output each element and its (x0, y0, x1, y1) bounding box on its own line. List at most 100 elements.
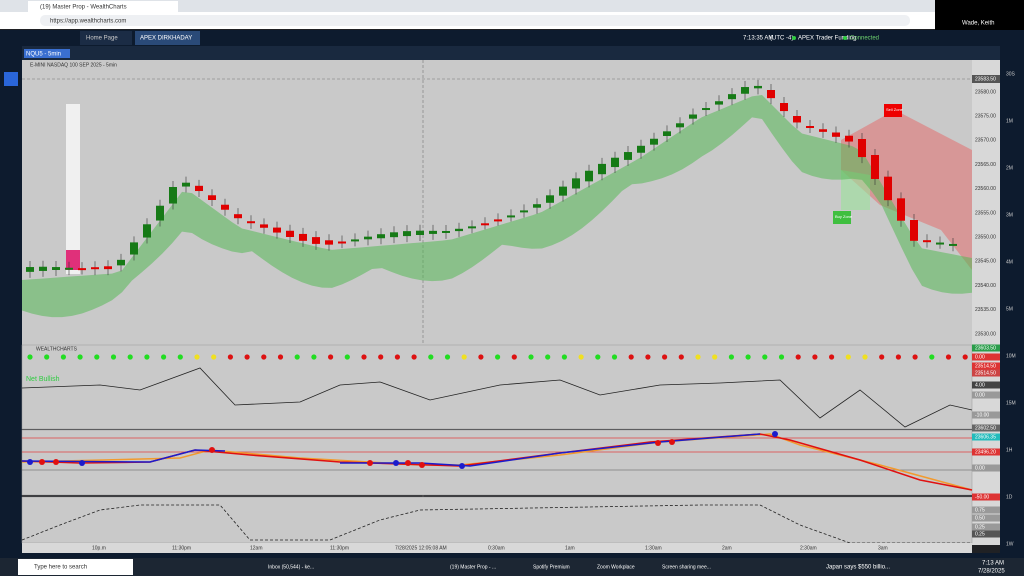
candle (156, 205, 164, 221)
signal-dot (411, 354, 417, 360)
candle (247, 221, 255, 224)
trend-dot (79, 460, 85, 466)
candle (845, 135, 853, 142)
signal-dot (778, 354, 785, 360)
status: Connected (850, 36, 879, 42)
trend-dot (772, 431, 778, 437)
candle (650, 138, 658, 145)
value-label: 4.00 (975, 382, 985, 388)
url-field[interactable] (40, 15, 910, 26)
value-label: 23514.50 (975, 363, 996, 369)
candle (572, 178, 580, 189)
symbol-chip[interactable] (24, 49, 70, 58)
candle (377, 234, 385, 239)
candle (169, 187, 177, 204)
candle (208, 195, 216, 201)
timeframe: 1W (1006, 541, 1014, 547)
brand: WEALTHCHARTS (36, 346, 78, 352)
candle (832, 132, 840, 137)
signal-dot (728, 354, 735, 360)
signal-dot (478, 354, 484, 360)
signal-dot (578, 354, 584, 360)
candle (351, 239, 359, 242)
signal-dot (812, 354, 818, 360)
candle (897, 198, 905, 221)
candle (585, 170, 593, 182)
app-tab[interactable] (80, 31, 132, 45)
trend-dot (39, 459, 45, 465)
trend-dot (209, 447, 215, 453)
signal-dot (561, 354, 568, 360)
taskbar-item: (19) Master Prop - ... (450, 564, 496, 570)
symbol: NQU5 - 5min (26, 52, 61, 58)
signal-dot (277, 354, 284, 360)
signal-dot (829, 354, 835, 360)
candle (702, 108, 710, 111)
signal-dot (895, 354, 902, 360)
signal-dot (611, 354, 618, 360)
drawing-tools[interactable] (66, 104, 80, 274)
clock-date: 7/28/2025 (978, 569, 1005, 575)
trend-dot (459, 463, 465, 469)
candle (143, 224, 151, 238)
candle (221, 204, 229, 210)
signal-dot (261, 354, 267, 360)
signal-dot (795, 354, 801, 360)
chart-header (22, 46, 1000, 60)
signal-dot (962, 354, 968, 360)
time-label: 1am (565, 545, 575, 551)
cloud (22, 95, 972, 318)
candle (507, 215, 515, 218)
candle (637, 145, 645, 153)
taskbar-item: Spotify Premium (533, 564, 570, 570)
signal-dot (194, 354, 200, 360)
price-axis (972, 60, 1000, 545)
candle (494, 219, 502, 222)
candle (520, 210, 528, 213)
buy-zone: Buy Zone (835, 214, 853, 219)
value-label: -10.00 (975, 412, 989, 418)
browser-tab[interactable] (28, 1, 178, 12)
candle (52, 267, 60, 270)
value-label: 0.25 (975, 531, 985, 537)
candle (442, 230, 450, 233)
candle (481, 223, 489, 226)
value-label: 23602.50 (975, 425, 996, 431)
signal-dot (645, 354, 651, 360)
price-label: 23575.00 (975, 114, 996, 120)
status-dot (843, 36, 847, 40)
timeframe: 1M (1006, 118, 1013, 124)
timeframe: 5M (1006, 306, 1013, 312)
last-price: 23583.50 (975, 76, 996, 82)
candle (949, 243, 957, 246)
add-button[interactable] (4, 72, 18, 86)
value-label: 0.00 (975, 354, 985, 360)
signal-dot (528, 354, 534, 360)
user-name: Wade, Keith (962, 21, 994, 27)
candle (416, 230, 424, 235)
signal-dot (862, 354, 868, 360)
sell-zone-badge (884, 104, 902, 117)
candle (663, 131, 671, 136)
signal-dot (628, 354, 634, 360)
value-label: 23514.50 (975, 370, 996, 376)
price-label: 23555.00 (975, 210, 996, 216)
candle (429, 230, 437, 234)
buy-zone-badge (833, 211, 851, 224)
oscillator-line (21, 367, 973, 428)
stoch-line (21, 504, 972, 544)
app-tab-label: Home Page (86, 36, 118, 42)
value-tag (972, 369, 1000, 377)
value-tag (972, 344, 1000, 352)
search-box[interactable] (18, 559, 133, 575)
candle (455, 228, 463, 232)
candle (286, 230, 294, 237)
signal-dot (745, 354, 751, 360)
color-swatch[interactable] (66, 250, 80, 270)
app-tab[interactable] (135, 31, 200, 45)
signal-dot (762, 354, 768, 360)
candle (403, 231, 411, 237)
signal-dot (94, 354, 100, 360)
signal-dot (394, 354, 400, 360)
time-label: 0:30am (488, 545, 505, 551)
